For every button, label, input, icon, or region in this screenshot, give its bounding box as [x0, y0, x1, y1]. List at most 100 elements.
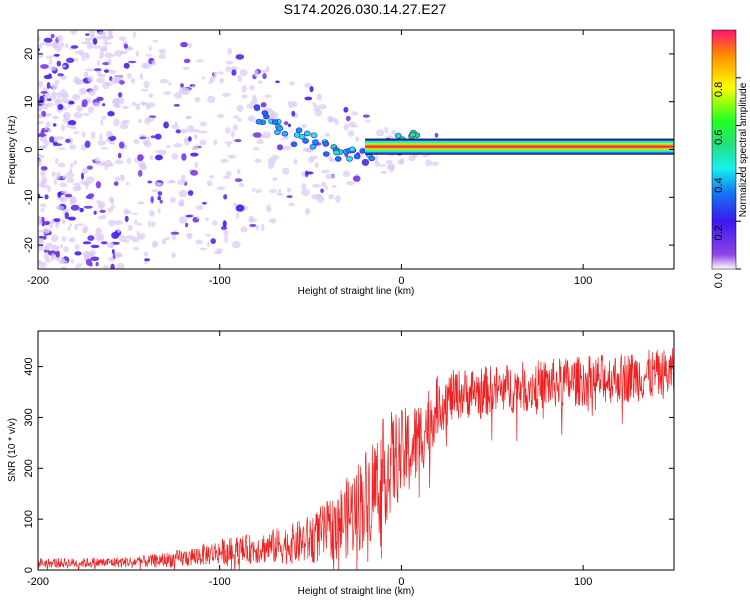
spectrogram-cell: [320, 188, 324, 193]
spectrogram-cell: [190, 152, 199, 157]
spectrogram-cell: [43, 221, 48, 226]
spectrogram-cell: [374, 155, 379, 163]
spectrogram-cell: [345, 115, 351, 122]
spectrogram-cell: [332, 184, 337, 188]
spectrogram-cell: [38, 219, 43, 226]
spectrogram-cell: [70, 259, 75, 264]
spectrogram-cell: [85, 33, 90, 36]
spectrogram-cell: [41, 176, 48, 185]
spectrogram-cell: [213, 139, 218, 146]
spectrogram-ridge-cell: [298, 133, 306, 140]
spectrogram-cell: [177, 179, 186, 185]
spectrogram-cell: [44, 242, 54, 249]
spectrogram-cell: [103, 42, 112, 45]
spectrogram-cell: [98, 56, 103, 59]
spectrogram-cell: [254, 158, 262, 163]
spectrogram-cell: [40, 170, 46, 178]
spectrogram-cell: [266, 66, 270, 73]
spectrogram-cell: [136, 201, 145, 205]
spectrogram-cell: [143, 251, 149, 257]
spectrogram-cell: [233, 115, 239, 119]
spectrogram-cell: [77, 263, 83, 267]
spectrogram-cell: [199, 247, 208, 251]
spectrogram-cell: [278, 188, 282, 193]
spectrogram-cell: [187, 124, 195, 133]
spectrogram-cell: [131, 101, 137, 107]
spectrogram-cell: [86, 176, 95, 183]
spectrogram-cell: [218, 71, 224, 75]
spectrogram-cell: [222, 220, 227, 228]
spectrogram-cell: [231, 130, 235, 138]
spectrogram-cell: [97, 140, 107, 146]
spectrogram-cell: [272, 177, 278, 182]
spectrogram-cell: [195, 59, 204, 63]
spectrogram-cell: [188, 42, 193, 49]
spectrogram-cell: [43, 252, 50, 260]
spectrogram-cell: [67, 226, 71, 231]
spectrogram-cell: [175, 129, 181, 134]
spectrogram-cell: [44, 126, 48, 131]
spectrogram-cell: [141, 63, 148, 69]
spectrogram-cell: [45, 258, 52, 263]
spectrogram-cell: [196, 216, 200, 220]
spectrogram-cell: [206, 180, 213, 187]
spectrogram-cell: [93, 210, 97, 215]
spectrogram-cell: [51, 171, 56, 178]
spectrogram-cell: [127, 224, 133, 231]
spectrogram-cell: [96, 59, 101, 66]
snr-x-tick-label: 100: [574, 576, 592, 588]
spectrogram-cell: [432, 161, 439, 167]
spectrogram-cell: [282, 145, 291, 151]
spectrogram-cell: [180, 41, 188, 48]
spectrogram-cell: [270, 112, 279, 119]
spectrogram-cell: [38, 229, 42, 233]
spectrogram-cell: [259, 69, 269, 73]
spectrogram-ridge-cell: [276, 125, 284, 132]
spectrogram-cell: [76, 105, 84, 112]
spectrogram-cell: [123, 43, 128, 49]
spectrogram-cell: [52, 123, 57, 127]
spectrogram-cell: [275, 80, 280, 84]
spectrogram-cell: [343, 106, 349, 113]
spectrogram-cell: [138, 160, 146, 168]
spectrogram-cell: [92, 102, 101, 108]
spectrogram-cell: [90, 131, 96, 139]
snr-y-tick-label: 200: [23, 459, 35, 477]
spectrogram-cell: [180, 128, 188, 134]
spectrogram-cell: [38, 158, 42, 167]
spectrogram-cell: [101, 214, 106, 220]
spectrogram-cell: [351, 111, 359, 116]
spectrogram-cell: [255, 189, 263, 194]
spectrogram-cell: [385, 159, 393, 165]
spectrogram-cell: [143, 140, 152, 148]
snr-panel: -200 -100 0 100 0 100 200 300 400 Height of str…: [7, 330, 675, 597]
spectrogram-cell: [38, 244, 44, 252]
spectrogram-cell: [288, 123, 291, 128]
spectrogram-cell: [92, 45, 101, 49]
spectrogram-cell: [258, 80, 263, 84]
spectrogram-cell: [195, 205, 204, 211]
spectrogram-cell: [168, 81, 172, 86]
spectrogram-x-tick-label: -200: [27, 275, 49, 287]
spectrogram-cell: [268, 161, 275, 169]
spectrogram-ridge-cell: [312, 139, 319, 145]
spectrogram-cell: [223, 175, 230, 179]
spectrogram-cell: [231, 69, 237, 76]
spectrogram-cell: [66, 57, 75, 63]
spectrogram-cell: [110, 163, 114, 167]
spectrogram-cell: [39, 95, 44, 102]
spectrogram-cell: [225, 66, 232, 72]
spectrogram-cell: [182, 66, 190, 71]
spectrogram-cell: [161, 238, 167, 245]
spectrogram-cell: [234, 139, 242, 143]
spectrogram-cell: [67, 120, 77, 126]
spectrogram-cell: [212, 220, 218, 227]
spectrogram-cell: [217, 250, 221, 255]
spectrogram-y-ticks: -20 -10 0 10 20: [23, 48, 674, 253]
spectrogram-cell: [57, 191, 62, 198]
spectrogram-cell: [185, 222, 189, 228]
spectrogram-cell: [219, 78, 225, 84]
spectrogram-cell: [126, 157, 132, 164]
spectrogram-cell: [82, 250, 91, 258]
spectrogram-cell: [70, 204, 80, 211]
